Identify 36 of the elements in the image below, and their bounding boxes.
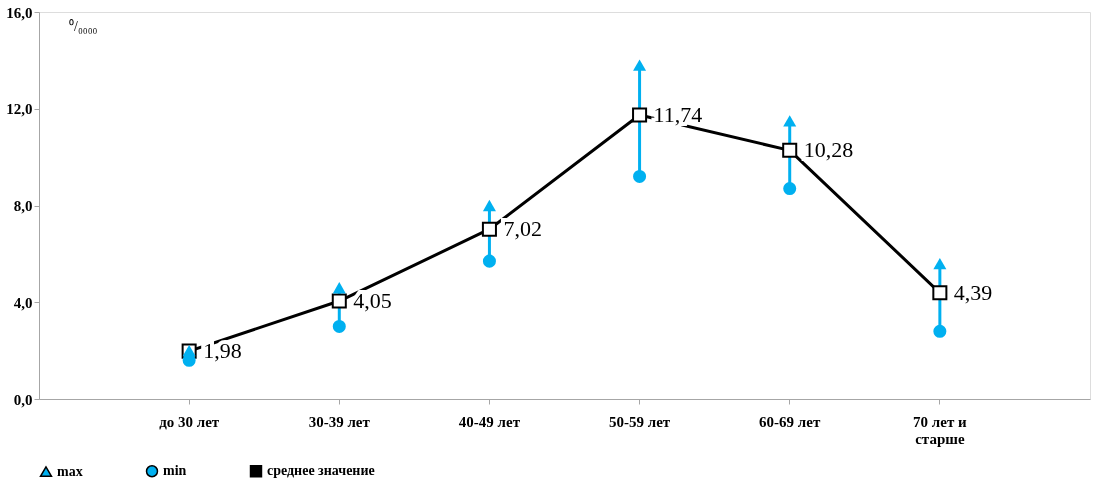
data-label: 1,98	[203, 338, 242, 364]
x-tick-label: 50-59 лет	[608, 413, 671, 430]
point	[783, 115, 797, 127]
point	[482, 199, 496, 212]
legend-label: среднее значение	[267, 463, 375, 479]
point	[933, 324, 947, 338]
data-label: 11,74	[653, 102, 703, 128]
y-tick-label: 12,0	[6, 101, 33, 118]
point	[632, 107, 648, 123]
data-label: 10,28	[803, 137, 854, 163]
x-tick-label: 40-49 лет	[458, 413, 521, 430]
y-tick-label: 16,0	[6, 4, 33, 21]
point	[933, 257, 947, 270]
point	[332, 319, 346, 333]
point	[332, 282, 346, 294]
point	[633, 59, 647, 71]
point	[481, 221, 497, 237]
y-tick-label: 0,0	[13, 391, 33, 408]
legend-label: max	[57, 463, 83, 479]
annotation: ⁰/₀₀₀₀	[69, 19, 98, 34]
point	[331, 293, 347, 309]
point	[482, 254, 496, 268]
y-tick-label: 8,0	[13, 198, 33, 214]
y-tick-label: 4,0	[13, 294, 33, 311]
x-tick-label: 60-69 лет	[759, 413, 821, 430]
point	[633, 169, 647, 183]
x-tick-label: до 30 лет	[159, 413, 220, 430]
point	[782, 142, 798, 158]
data-label: 4,05	[353, 288, 392, 314]
data-label: 4,39	[953, 279, 993, 305]
point	[932, 285, 948, 301]
data-label: 7,02	[503, 216, 542, 242]
x-tick-label: 30-39 лет	[308, 413, 371, 430]
x-tick-label: 70 лет и старше	[913, 413, 967, 447]
legend-label: min	[163, 463, 187, 479]
point	[783, 182, 797, 196]
